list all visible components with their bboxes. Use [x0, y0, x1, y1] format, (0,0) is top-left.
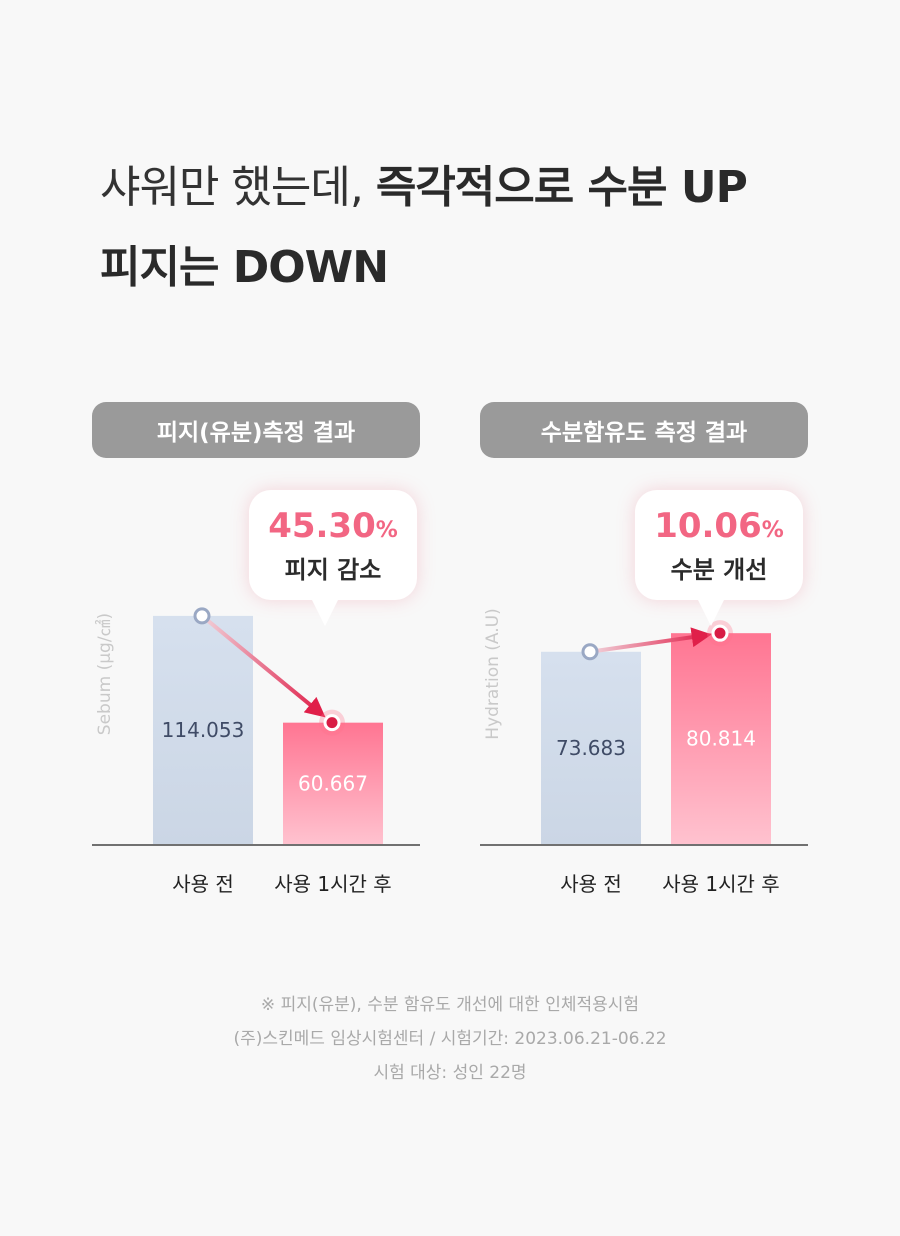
sebum-bar-before [153, 615, 253, 844]
hydration-chart: Hydration (A.U) 73.683 사용 전 80.814 사용 1시간 후 [480, 608, 808, 896]
sebum-highlight-percent: 45.30% [249, 506, 417, 551]
hydration-start-point [581, 643, 599, 661]
sebum-panel: 피지(유분)측정 결과 Sebum (μg/㎠) 114.053 사용 전 60.66… [92, 402, 422, 912]
hydration-panel: 수분함유도 측정 결과 Hydration (A.U) 73.683 사용 전 80.… [480, 402, 810, 912]
sebum-highlight-label: 피지 감소 [284, 556, 382, 584]
hydration-category-label-before: 사용 전 [560, 872, 622, 896]
sebum-highlight-unit: % [375, 518, 398, 543]
sebum-category-label-before: 사용 전 [172, 872, 234, 896]
footnote: ※ 피지(유분), 수분 함유도 개선에 대한 인체적용시험 (주)스킨메드 임… [0, 988, 900, 1090]
hydration-value-label-after: 80.814 [686, 727, 756, 751]
sebum-end-point [323, 714, 341, 732]
footnote-line-1: ※ 피지(유분), 수분 함유도 개선에 대한 인체적용시험 [260, 995, 640, 1015]
sebum-bubble-tail [311, 598, 339, 626]
hydration-highlight-unit: % [761, 518, 784, 543]
headline-light-text: 샤워만 했는데, [100, 162, 376, 213]
sebum-y-axis-label: Sebum (μg/㎠) [95, 613, 115, 735]
footnote-line-2: (주)스킨메드 임상시험센터 / 시험기간: 2023.06.21-06.22 [233, 1029, 667, 1049]
sebum-value-label-after: 60.667 [298, 771, 368, 795]
sebum-chart-title: 피지(유분)측정 결과 [92, 402, 420, 458]
hydration-chart-title: 수분함유도 측정 결과 [480, 402, 808, 458]
headline-bold-text: 즉각적으로 수분 UP [375, 162, 748, 213]
hydration-highlight-value: 10.06 [654, 506, 762, 546]
headline: 샤워만 했는데, 즉각적으로 수분 UP 피지는 DOWN [100, 148, 880, 308]
sebum-highlight-value: 45.30 [268, 506, 376, 546]
hydration-bar-after [671, 633, 771, 844]
headline-line-2: 피지는 DOWN [100, 242, 389, 293]
headline-line-1: 샤워만 했는데, 즉각적으로 수분 UP [100, 148, 880, 228]
hydration-category-label-after: 사용 1시간 후 [662, 872, 779, 896]
hydration-y-axis-label: Hydration (A.U) [483, 608, 503, 739]
sebum-highlight-bubble: 45.30% 피지 감소 [249, 490, 417, 626]
hydration-bar-before [541, 651, 641, 844]
sebum-chart: Sebum (μg/㎠) 114.053 사용 전 60.667 사용 1시간 후 [92, 607, 420, 896]
sebum-start-point [193, 607, 211, 625]
sebum-value-label-before: 114.053 [162, 718, 245, 742]
sebum-trend-arrow [206, 619, 326, 718]
hydration-bubble-tail [697, 598, 725, 626]
sebum-category-label-after: 사용 1시간 후 [274, 872, 391, 896]
hydration-trend-arrow [597, 627, 712, 653]
sebum-bar-after [283, 722, 383, 844]
hydration-end-point [711, 624, 729, 642]
hydration-highlight-label: 수분 개선 [670, 556, 768, 584]
hydration-highlight-percent: 10.06% [635, 506, 803, 551]
hydration-highlight-bubble: 10.06% 수분 개선 [635, 490, 803, 626]
footnote-line-3: 시험 대상: 성인 22명 [373, 1063, 527, 1083]
hydration-value-label-before: 73.683 [556, 736, 626, 760]
